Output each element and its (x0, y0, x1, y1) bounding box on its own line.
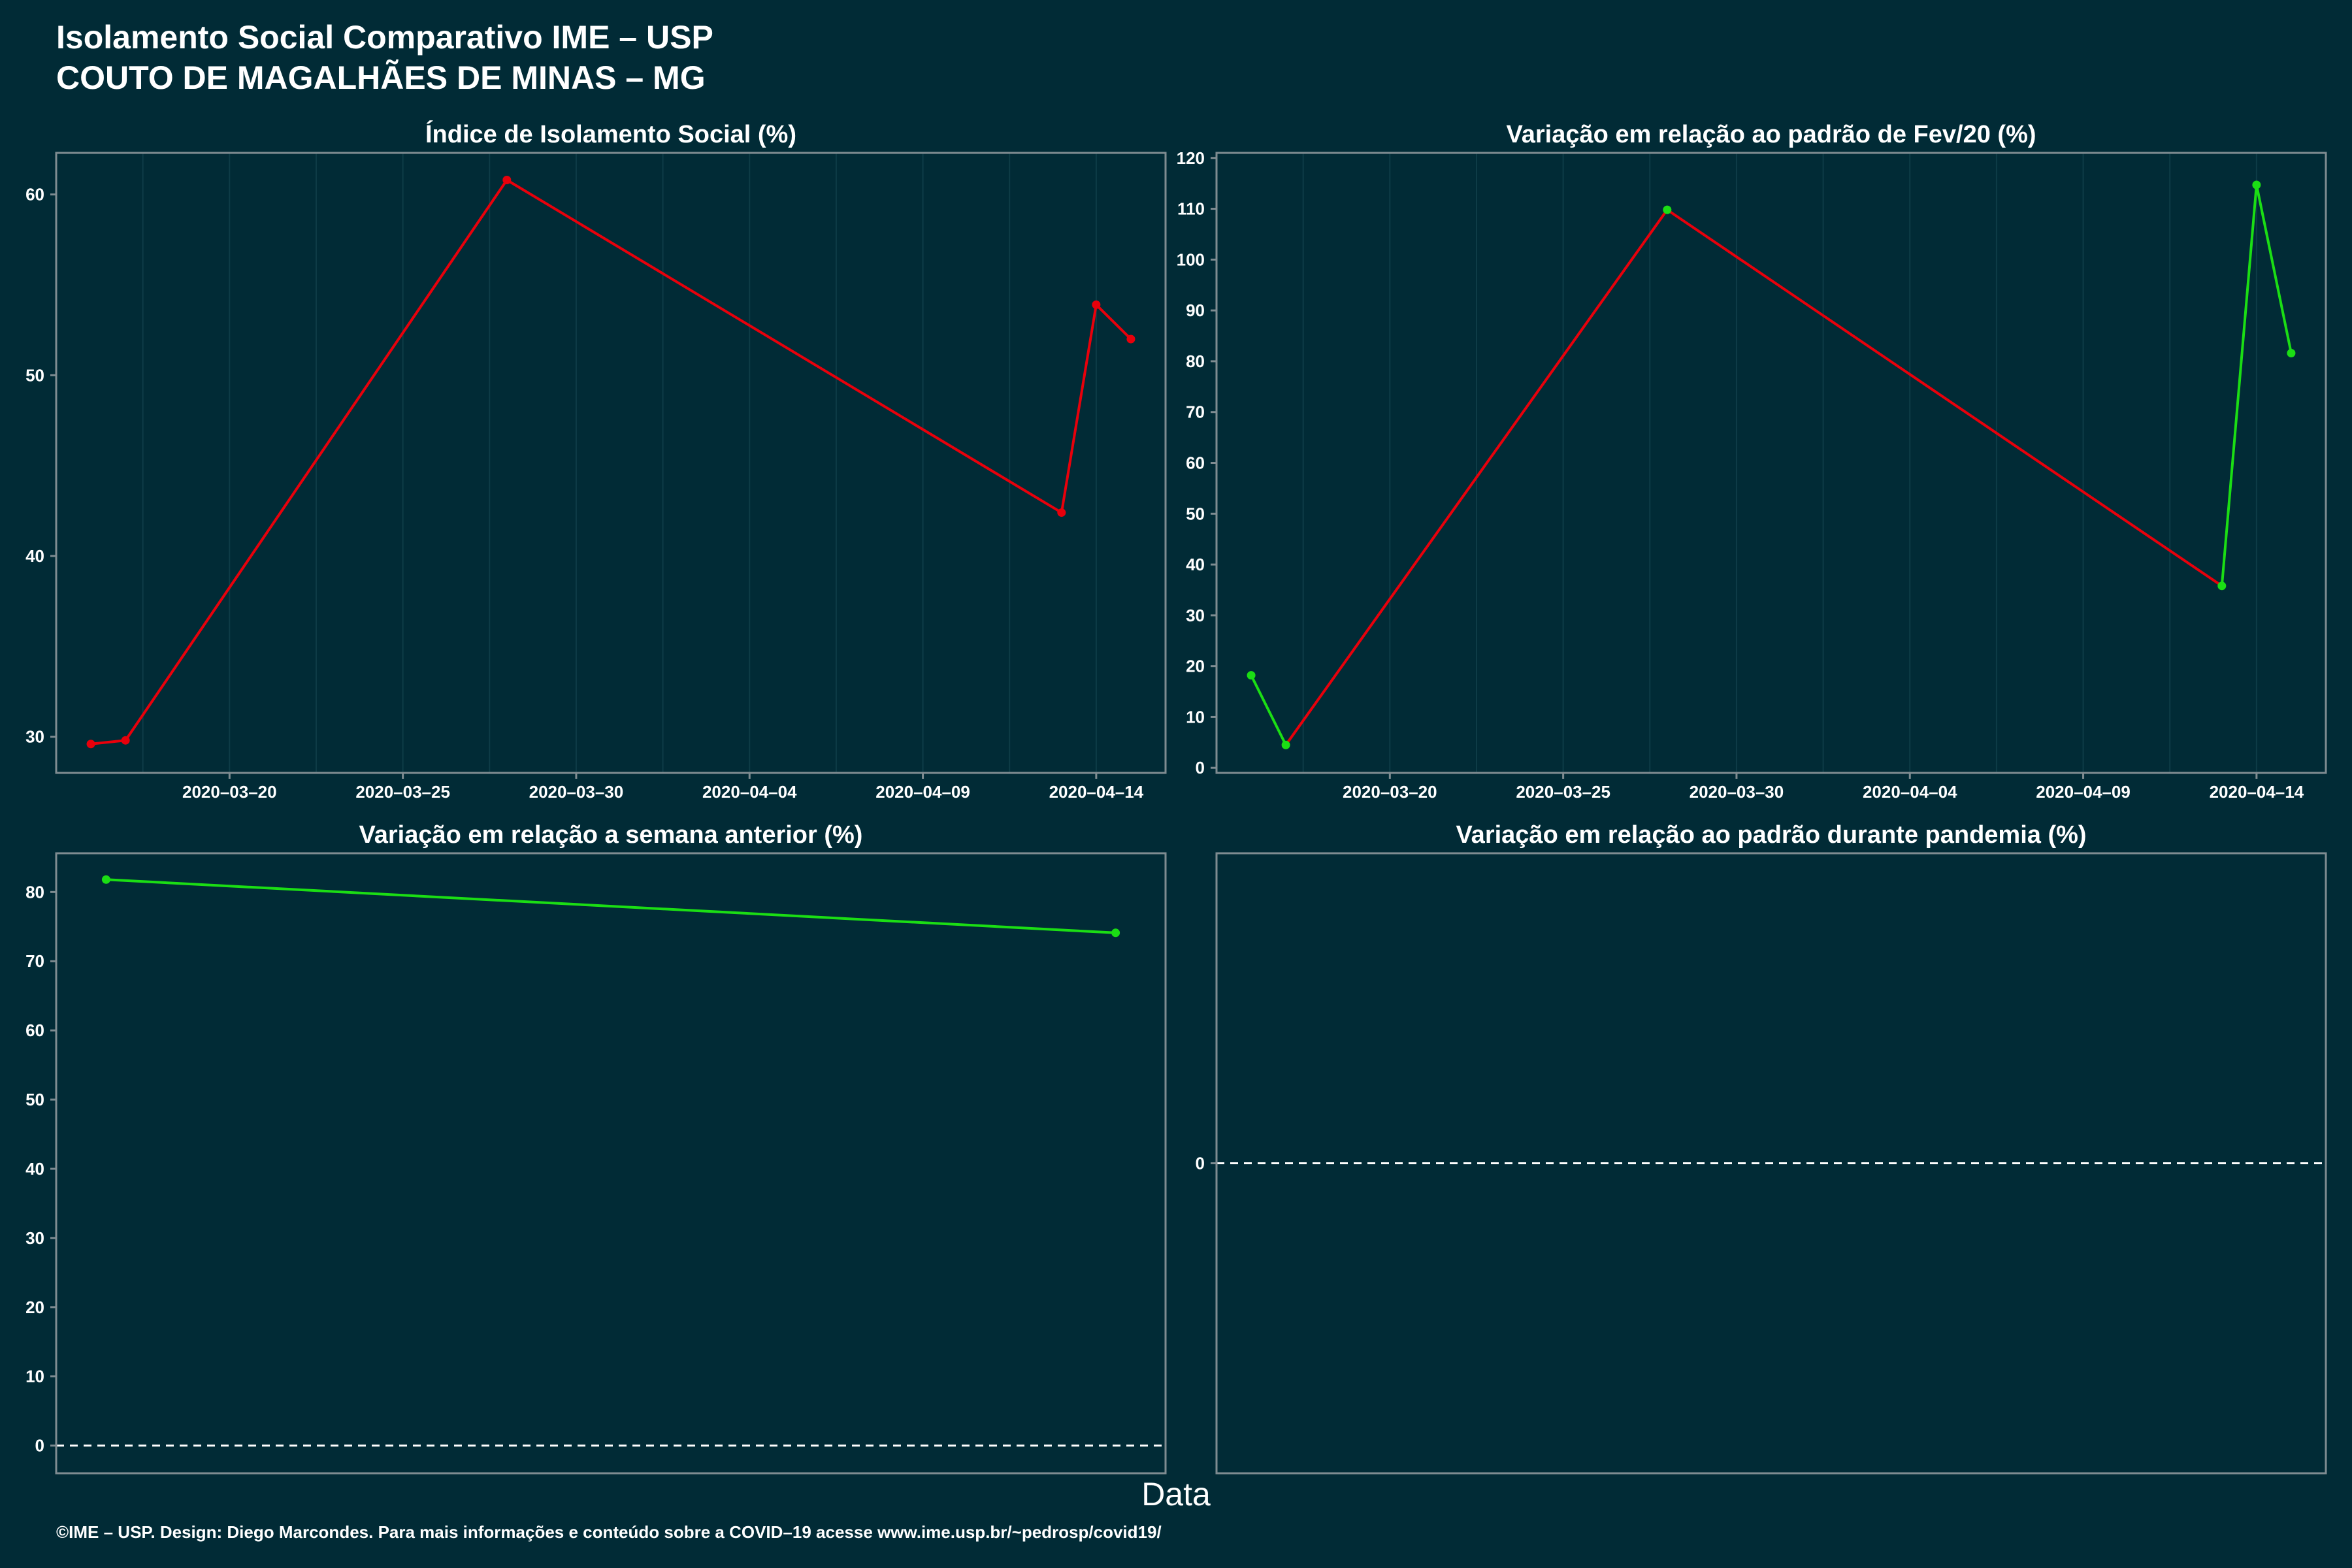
y-tick-label: 100 (1177, 250, 1205, 269)
data-point (1092, 300, 1101, 309)
y-tick-label: 50 (25, 365, 44, 385)
panel-title: Variação em relação ao padrão de Fev/20 … (1506, 121, 2036, 148)
y-tick-label: 0 (35, 1436, 44, 1456)
x-tick-label: 2020–04–09 (2036, 782, 2131, 802)
y-tick-label: 60 (25, 1021, 44, 1040)
x-tick-label: 2020–03–25 (355, 782, 450, 802)
y-tick-label: 0 (1196, 758, 1205, 777)
data-point (121, 736, 130, 745)
data-point (1663, 205, 1672, 214)
y-tick-label: 20 (25, 1298, 44, 1317)
data-point (1057, 508, 1066, 517)
x-tick-label: 2020–04–14 (2210, 782, 2304, 802)
series-segment (1250, 674, 1288, 747)
x-tick-label: 2020–04–09 (875, 782, 970, 802)
y-tick-label: 120 (1177, 148, 1205, 168)
data-point (86, 740, 95, 749)
series-segment (90, 739, 127, 745)
x-tick-label: 2020–03–25 (1516, 782, 1610, 802)
x-tick-label: 2020–04–04 (702, 782, 797, 802)
y-tick-label: 40 (1186, 555, 1205, 574)
x-tick-label: 2020–03–20 (182, 782, 277, 802)
data-point (1111, 928, 1120, 938)
y-tick-label: 10 (25, 1367, 44, 1386)
page-title: Isolamento Social Comparativo IME – USP (56, 19, 713, 56)
x-tick-label: 2020–04–14 (1049, 782, 1144, 802)
y-tick-label: 50 (1186, 504, 1205, 523)
panel-title: Variação em relação a semana anterior (%… (359, 821, 863, 849)
data-point (2252, 180, 2261, 189)
y-tick-label: 60 (25, 185, 44, 204)
footer-credits: ©IME – USP. Design: Diego Marcondes. Par… (56, 1522, 1162, 1542)
y-tick-label: 50 (25, 1090, 44, 1109)
data-point (101, 875, 110, 884)
data-point (1126, 335, 1135, 344)
y-tick-label: 0 (1196, 1154, 1205, 1173)
y-tick-label: 30 (1186, 606, 1205, 625)
y-tick-label: 10 (1186, 707, 1205, 727)
y-tick-label: 30 (25, 727, 44, 747)
y-tick-label: 90 (1186, 301, 1205, 320)
series-segment (1284, 208, 1669, 747)
series-segment (505, 178, 1063, 514)
y-tick-label: 40 (25, 1159, 44, 1179)
y-tick-label: 70 (1186, 402, 1205, 422)
series-segment (105, 878, 1117, 934)
data-point (1281, 740, 1290, 749)
series-segment (2255, 184, 2293, 355)
y-tick-label: 30 (25, 1228, 44, 1248)
data-point (2217, 581, 2227, 591)
y-tick-label: 80 (1186, 351, 1205, 371)
series-segment (1094, 303, 1132, 340)
panel-title: Variação em relação ao padrão durante pa… (1456, 821, 2086, 849)
y-tick-label: 110 (1177, 199, 1205, 219)
x-tick-label: 2020–03–30 (1690, 782, 1784, 802)
series-segment (2220, 184, 2258, 587)
x-tick-label: 2020–03–20 (1343, 782, 1437, 802)
page-subtitle: COUTO DE MAGALHÃES DE MINAS – MG (56, 59, 706, 96)
data-point (2287, 348, 2296, 357)
panel-title: Índice de Isolamento Social (%) (425, 120, 796, 148)
y-tick-label: 80 (25, 882, 44, 902)
y-tick-label: 40 (25, 546, 44, 566)
y-tick-label: 20 (1186, 657, 1205, 676)
x-tick-label: 2020–04–04 (1863, 782, 1957, 802)
panel-frame (55, 852, 1167, 1475)
series-segment (1060, 303, 1098, 514)
x-tick-label: 2020–03–30 (529, 782, 624, 802)
x-axis-label: Data (1141, 1476, 1211, 1512)
data-point (502, 176, 512, 185)
panel-frame (55, 152, 1167, 774)
y-tick-label: 70 (25, 951, 44, 971)
data-point (1247, 671, 1256, 680)
series-segment (124, 178, 508, 742)
y-tick-label: 60 (1186, 453, 1205, 473)
series-segment (1665, 208, 2223, 587)
